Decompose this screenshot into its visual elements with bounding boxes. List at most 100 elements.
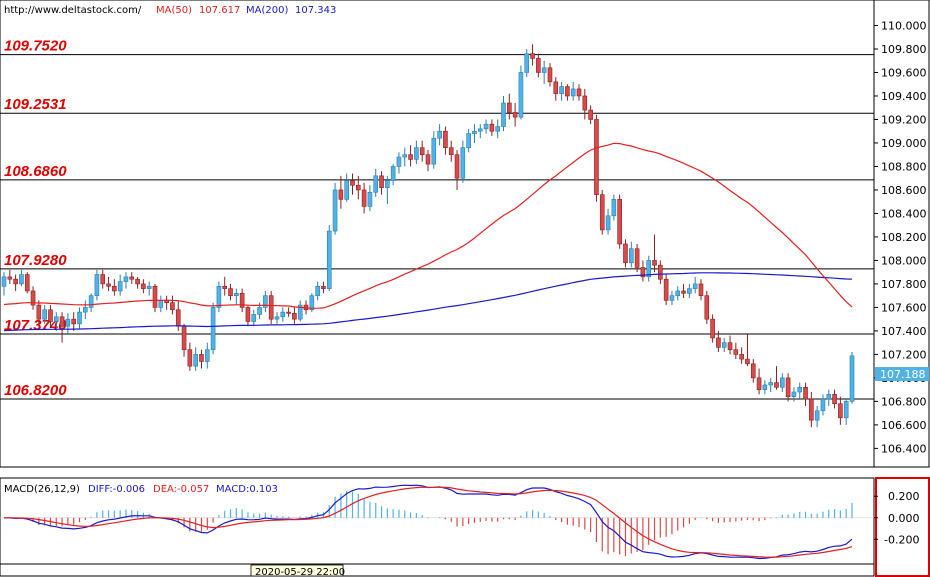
price-tick-label: 107.200 bbox=[881, 348, 927, 361]
level-label: 109.7520 bbox=[4, 38, 67, 55]
candle-bull bbox=[390, 166, 396, 181]
candle-bull bbox=[495, 126, 500, 132]
candle-bear bbox=[292, 312, 297, 320]
candle-bear bbox=[785, 377, 791, 397]
ma200-value: 107.343 bbox=[295, 5, 336, 16]
candle-bull bbox=[42, 309, 47, 320]
candle-bear bbox=[268, 295, 274, 320]
candle-bear bbox=[750, 363, 756, 379]
candle-bear bbox=[454, 154, 460, 179]
candle-bull bbox=[768, 382, 773, 386]
candle-bear bbox=[756, 377, 762, 390]
candle-bull bbox=[477, 128, 483, 132]
candle-bull bbox=[332, 189, 338, 232]
candle-bull bbox=[373, 175, 379, 193]
candle-bull bbox=[385, 180, 390, 188]
candle-bear bbox=[640, 267, 646, 278]
candlestick-series bbox=[1, 44, 855, 428]
candle-bull bbox=[501, 102, 506, 127]
candle-bull bbox=[814, 410, 820, 421]
candle-bear bbox=[617, 199, 622, 245]
candle-bull bbox=[280, 311, 286, 318]
candle-bear bbox=[443, 130, 448, 148]
candle-bear bbox=[338, 189, 344, 200]
candle-bear bbox=[745, 358, 750, 365]
candle-bear bbox=[356, 184, 361, 191]
candle-bull bbox=[780, 377, 785, 388]
support-resistance-levels: 109.7520109.2531108.6860107.9280107.3740… bbox=[0, 38, 874, 400]
candle-bull bbox=[472, 130, 477, 134]
candle-bear bbox=[658, 264, 663, 280]
candle-bear bbox=[350, 180, 355, 186]
candle-bull bbox=[123, 276, 129, 282]
candle-bull bbox=[210, 307, 216, 351]
candle-bull bbox=[402, 154, 408, 158]
candle-bull bbox=[524, 53, 530, 73]
level-label: 108.6860 bbox=[4, 163, 67, 180]
ma200-label: MA(200) bbox=[246, 5, 288, 16]
candle-bull bbox=[367, 191, 373, 207]
macd-tick-label: -0.200 bbox=[884, 533, 919, 546]
candle-bear bbox=[547, 67, 553, 83]
candle-bull bbox=[797, 386, 803, 393]
macd-axis: 0.200 0.000 -0.200 bbox=[874, 490, 920, 546]
candle-bear bbox=[379, 175, 384, 188]
candle-bear bbox=[141, 283, 146, 289]
candle-bull bbox=[431, 137, 437, 165]
candle-bull bbox=[687, 288, 692, 294]
ma50-label: MA(50) bbox=[156, 5, 192, 16]
candle-bull bbox=[437, 130, 442, 139]
candle-bear bbox=[170, 302, 175, 311]
price-tick-label: 108.800 bbox=[881, 160, 927, 173]
candle-bear bbox=[698, 283, 704, 296]
candle-bear bbox=[222, 285, 228, 289]
candle-bull bbox=[605, 215, 611, 231]
macd-dea-value: DEA:-0.057 bbox=[153, 484, 209, 495]
candle-bull bbox=[646, 260, 652, 278]
candle-bull bbox=[820, 398, 826, 412]
candle-bear bbox=[623, 243, 628, 264]
candle-bull bbox=[146, 285, 152, 289]
price-tick-label: 106.400 bbox=[881, 442, 927, 455]
candle-bull bbox=[692, 283, 698, 289]
time-axis-frame bbox=[0, 563, 875, 577]
candle-bear bbox=[100, 274, 106, 285]
candle-bear bbox=[175, 309, 181, 327]
candle-bull bbox=[65, 318, 71, 327]
candle-bear bbox=[7, 276, 13, 280]
price-tick-label: 108.000 bbox=[881, 254, 927, 267]
candle-bear bbox=[199, 354, 204, 362]
site-url[interactable]: http://www.deltastock.com/ bbox=[4, 5, 142, 16]
candle-bear bbox=[727, 342, 733, 351]
candle-bull bbox=[309, 295, 315, 311]
candle-bear bbox=[48, 309, 53, 322]
candle-bull bbox=[94, 274, 100, 296]
candle-bull bbox=[541, 67, 547, 73]
candle-bull bbox=[460, 147, 466, 179]
candle-bear bbox=[733, 349, 739, 355]
candle-bear bbox=[36, 304, 42, 320]
candle-bear bbox=[13, 278, 18, 285]
candle-bull bbox=[263, 295, 268, 308]
candle-bear bbox=[565, 86, 570, 97]
price-tick-label: 109.400 bbox=[881, 90, 927, 103]
candle-bull bbox=[628, 248, 634, 264]
candle-bear bbox=[634, 248, 640, 268]
price-tick-label: 107.400 bbox=[881, 325, 927, 338]
candle-bull bbox=[19, 274, 24, 285]
candle-bear bbox=[599, 194, 605, 231]
candle-bull bbox=[721, 342, 727, 348]
main-panel-frame bbox=[0, 0, 875, 468]
candle-bull bbox=[414, 147, 419, 160]
candle-bear bbox=[59, 316, 65, 327]
candle-bear bbox=[286, 311, 291, 314]
macd-axis-frame bbox=[875, 477, 930, 577]
candle-bull bbox=[669, 295, 675, 301]
candle-bear bbox=[71, 318, 76, 325]
price-tick-label: 109.200 bbox=[881, 113, 927, 126]
candle-bull bbox=[344, 180, 349, 200]
candle-bear bbox=[809, 398, 814, 421]
ma50-value: 107.617 bbox=[199, 5, 240, 16]
price-tick-label: 109.800 bbox=[881, 43, 927, 56]
macd-tick-label: 0.200 bbox=[888, 490, 920, 503]
